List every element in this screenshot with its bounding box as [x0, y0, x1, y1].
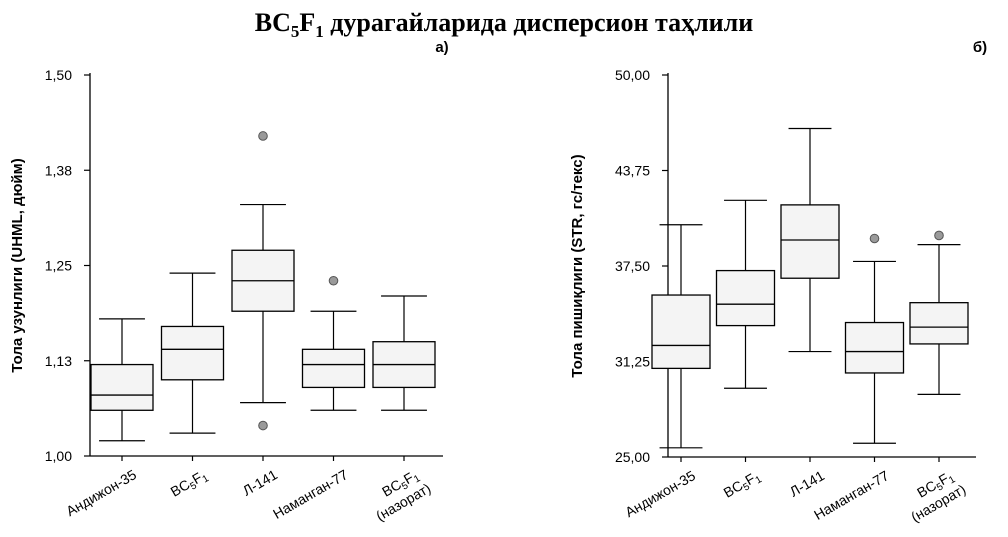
y-tick-label: 1,25	[45, 258, 72, 274]
y-tick-label: 43,75	[615, 163, 650, 179]
outlier-point	[258, 131, 268, 141]
outlier-point	[934, 230, 944, 241]
chart-panel-2: 25,00 31,25 37,50 43,75 50,00 Тола пишиқлиги …	[569, 39, 987, 525]
panel-label: а)	[435, 39, 448, 56]
box-3	[231, 131, 295, 461]
box-4	[844, 233, 905, 462]
iqr-box	[844, 321, 905, 374]
title-mid: F	[299, 8, 316, 37]
iqr-box	[301, 348, 366, 389]
box-5	[372, 295, 436, 461]
y-tick-label: 1,00	[45, 448, 72, 464]
y-tick-label: 31,25	[615, 354, 650, 370]
iqr-box	[90, 363, 154, 411]
figure-title: BC5F1 дурагайларида дисперсион таҳлили	[0, 8, 1008, 42]
chart-panel-1: 1,00 1,13 1,25 1,38 1,50 Тола узунлиги (UHML,…	[9, 39, 449, 524]
panel-label: б)	[973, 39, 987, 56]
x-category-label: Наманган-77	[270, 466, 351, 522]
outlier-point	[328, 275, 339, 286]
y-tick-label: 1,13	[45, 353, 72, 369]
box-2	[715, 199, 776, 462]
outlier-point	[869, 233, 880, 244]
x-category-label: Андижон-35	[622, 467, 698, 520]
title-sub2: 1	[315, 22, 324, 42]
y-tick-label: 1,38	[45, 162, 72, 178]
y-tick-label: 1,50	[45, 67, 72, 83]
y-tick-label: 37,50	[615, 258, 650, 274]
title-sub1: 5	[290, 22, 300, 42]
y-tick-label: 25,00	[615, 449, 650, 465]
x-category-label: BC5F1	[721, 467, 765, 503]
y-axis-label: Тола узунлиги (UHML, дюйм)	[9, 158, 26, 372]
y-tick-label: 50,00	[615, 67, 650, 83]
x-category-label: Л-141	[240, 466, 280, 499]
x-category-label: BC5F1	[168, 466, 212, 502]
iqr-box	[651, 294, 711, 370]
box-4	[301, 275, 366, 461]
iqr-box	[780, 204, 840, 279]
box-5	[909, 230, 969, 462]
iqr-box	[715, 269, 776, 327]
box-1	[90, 318, 154, 461]
box-3	[780, 127, 840, 462]
x-category-label: Л-141	[787, 467, 827, 500]
iqr-box	[909, 302, 969, 345]
iqr-box	[160, 325, 225, 381]
box-1	[651, 224, 711, 462]
box-2	[160, 272, 225, 461]
title-suffix: дурагайларида дисперсион таҳлили	[323, 8, 754, 37]
x-category-label: BC5F1(назорат)	[899, 465, 968, 525]
x-category-label: BC5F1(назорат)	[364, 464, 433, 524]
y-axis-label: Тола пишиқлиги (STR, гс/текс)	[569, 154, 586, 377]
title-prefix: BC	[254, 8, 291, 37]
x-category-label: Андижон-35	[63, 466, 139, 519]
outlier-point	[258, 420, 268, 431]
